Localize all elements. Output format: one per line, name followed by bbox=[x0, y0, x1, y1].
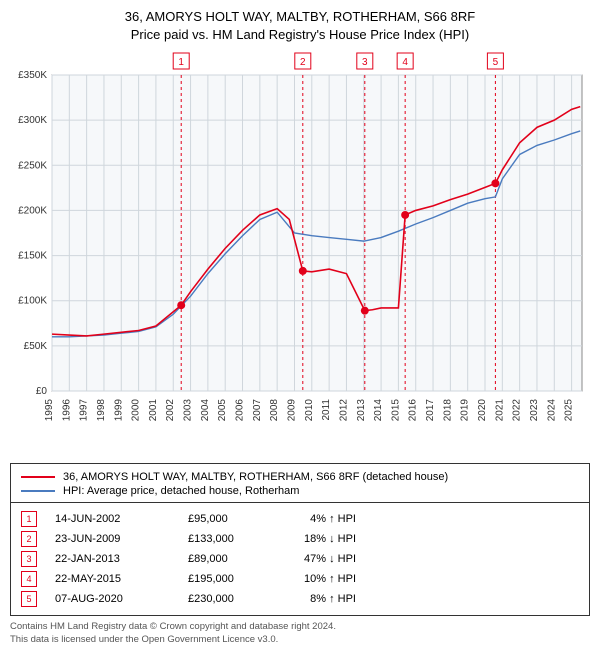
svg-text:2000: 2000 bbox=[131, 399, 142, 422]
svg-text:2002: 2002 bbox=[165, 399, 176, 422]
legend-row-1: 36, AMORYS HOLT WAY, MALTBY, ROTHERHAM, … bbox=[21, 470, 579, 484]
sale-price: £89,000 bbox=[188, 553, 268, 565]
sale-row: 2 23-JUN-2009 £133,000 18% ↓ HPI bbox=[21, 529, 579, 549]
svg-text:2007: 2007 bbox=[252, 399, 263, 422]
legend-swatch-1 bbox=[21, 476, 55, 478]
sale-price: £195,000 bbox=[188, 573, 268, 585]
svg-text:2016: 2016 bbox=[408, 399, 419, 422]
svg-text:£200K: £200K bbox=[18, 206, 47, 217]
footnote-line2: This data is licensed under the Open Gov… bbox=[10, 634, 590, 647]
sale-diff: 8% ↑ HPI bbox=[286, 593, 356, 605]
svg-text:£50K: £50K bbox=[24, 341, 48, 352]
svg-text:2022: 2022 bbox=[512, 399, 523, 422]
svg-text:2010: 2010 bbox=[304, 399, 315, 422]
svg-text:2024: 2024 bbox=[546, 399, 557, 422]
legend-label-2: HPI: Average price, detached house, Roth… bbox=[63, 485, 299, 497]
footnote-line1: Contains HM Land Registry data © Crown c… bbox=[10, 621, 590, 634]
svg-text:1998: 1998 bbox=[96, 399, 107, 422]
sale-date: 14-JUN-2002 bbox=[55, 513, 170, 525]
svg-text:2005: 2005 bbox=[217, 399, 228, 422]
sale-marker-box: 1 bbox=[21, 511, 37, 527]
sale-marker-box: 4 bbox=[21, 571, 37, 587]
sale-diff: 18% ↓ HPI bbox=[286, 533, 356, 545]
legend-swatch-2 bbox=[21, 490, 55, 492]
legend: 36, AMORYS HOLT WAY, MALTBY, ROTHERHAM, … bbox=[10, 463, 590, 503]
svg-text:2013: 2013 bbox=[356, 399, 367, 422]
title-line1: 36, AMORYS HOLT WAY, MALTBY, ROTHERHAM, … bbox=[10, 8, 590, 26]
svg-text:2025: 2025 bbox=[564, 399, 575, 422]
svg-text:2011: 2011 bbox=[321, 399, 332, 421]
svg-text:2: 2 bbox=[300, 57, 306, 68]
svg-text:2012: 2012 bbox=[338, 399, 349, 422]
svg-text:1997: 1997 bbox=[79, 399, 90, 422]
title-line2: Price paid vs. HM Land Registry's House … bbox=[10, 26, 590, 44]
page: 36, AMORYS HOLT WAY, MALTBY, ROTHERHAM, … bbox=[0, 0, 600, 650]
sale-marker-box: 5 bbox=[21, 591, 37, 607]
svg-text:£300K: £300K bbox=[18, 115, 47, 126]
svg-text:£350K: £350K bbox=[18, 70, 47, 81]
svg-text:2015: 2015 bbox=[390, 399, 401, 422]
footnote: Contains HM Land Registry data © Crown c… bbox=[10, 621, 590, 647]
legend-label-1: 36, AMORYS HOLT WAY, MALTBY, ROTHERHAM, … bbox=[63, 471, 448, 483]
sale-date: 23-JUN-2009 bbox=[55, 533, 170, 545]
chart-svg: £0 £50K £100K £150K £200K £250K £300K £350K 1995… bbox=[10, 47, 590, 427]
svg-text:2001: 2001 bbox=[148, 399, 159, 422]
sale-date: 22-MAY-2015 bbox=[55, 573, 170, 585]
svg-text:1996: 1996 bbox=[61, 399, 72, 422]
svg-text:2019: 2019 bbox=[460, 399, 471, 422]
svg-text:2004: 2004 bbox=[200, 399, 211, 422]
svg-text:1995: 1995 bbox=[44, 399, 55, 422]
svg-text:2003: 2003 bbox=[183, 399, 194, 422]
sales-table: 1 14-JUN-2002 £95,000 4% ↑ HPI 2 23-JUN-2009 £… bbox=[10, 503, 590, 616]
svg-text:2020: 2020 bbox=[477, 399, 488, 422]
svg-text:£100K: £100K bbox=[18, 296, 47, 307]
svg-text:£250K: £250K bbox=[18, 160, 47, 171]
sale-row: 3 22-JAN-2013 £89,000 47% ↓ HPI bbox=[21, 549, 579, 569]
sale-date: 22-JAN-2013 bbox=[55, 553, 170, 565]
svg-text:1999: 1999 bbox=[113, 399, 124, 422]
svg-text:2018: 2018 bbox=[442, 399, 453, 422]
chart-title: 36, AMORYS HOLT WAY, MALTBY, ROTHERHAM, … bbox=[10, 8, 590, 43]
sale-diff: 10% ↑ HPI bbox=[286, 573, 356, 585]
sale-row: 5 07-AUG-2020 £230,000 8% ↑ HPI bbox=[21, 589, 579, 609]
sale-marker-box: 2 bbox=[21, 531, 37, 547]
sale-diff: 47% ↓ HPI bbox=[286, 553, 356, 565]
sale-price: £230,000 bbox=[188, 593, 268, 605]
svg-text:£150K: £150K bbox=[18, 251, 47, 262]
sale-date: 07-AUG-2020 bbox=[55, 593, 170, 605]
sale-marker-box: 3 bbox=[21, 551, 37, 567]
sale-row: 4 22-MAY-2015 £195,000 10% ↑ HPI bbox=[21, 569, 579, 589]
svg-text:2014: 2014 bbox=[373, 399, 384, 422]
svg-text:2021: 2021 bbox=[494, 399, 505, 422]
sale-row: 1 14-JUN-2002 £95,000 4% ↑ HPI bbox=[21, 509, 579, 529]
chart-area: £0 £50K £100K £150K £200K £250K £300K £350K 1995… bbox=[10, 47, 590, 427]
svg-text:2006: 2006 bbox=[235, 399, 246, 422]
svg-text:2017: 2017 bbox=[425, 399, 436, 422]
sale-diff: 4% ↑ HPI bbox=[286, 513, 356, 525]
svg-text:1: 1 bbox=[178, 57, 184, 68]
svg-text:3: 3 bbox=[362, 57, 368, 68]
svg-text:£0: £0 bbox=[36, 386, 48, 397]
svg-text:2008: 2008 bbox=[269, 399, 280, 422]
sale-price: £133,000 bbox=[188, 533, 268, 545]
svg-text:2009: 2009 bbox=[286, 399, 297, 422]
svg-text:5: 5 bbox=[493, 57, 499, 68]
svg-text:2023: 2023 bbox=[529, 399, 540, 422]
legend-row-2: HPI: Average price, detached house, Roth… bbox=[21, 484, 579, 498]
svg-text:4: 4 bbox=[402, 57, 408, 68]
sale-price: £95,000 bbox=[188, 513, 268, 525]
